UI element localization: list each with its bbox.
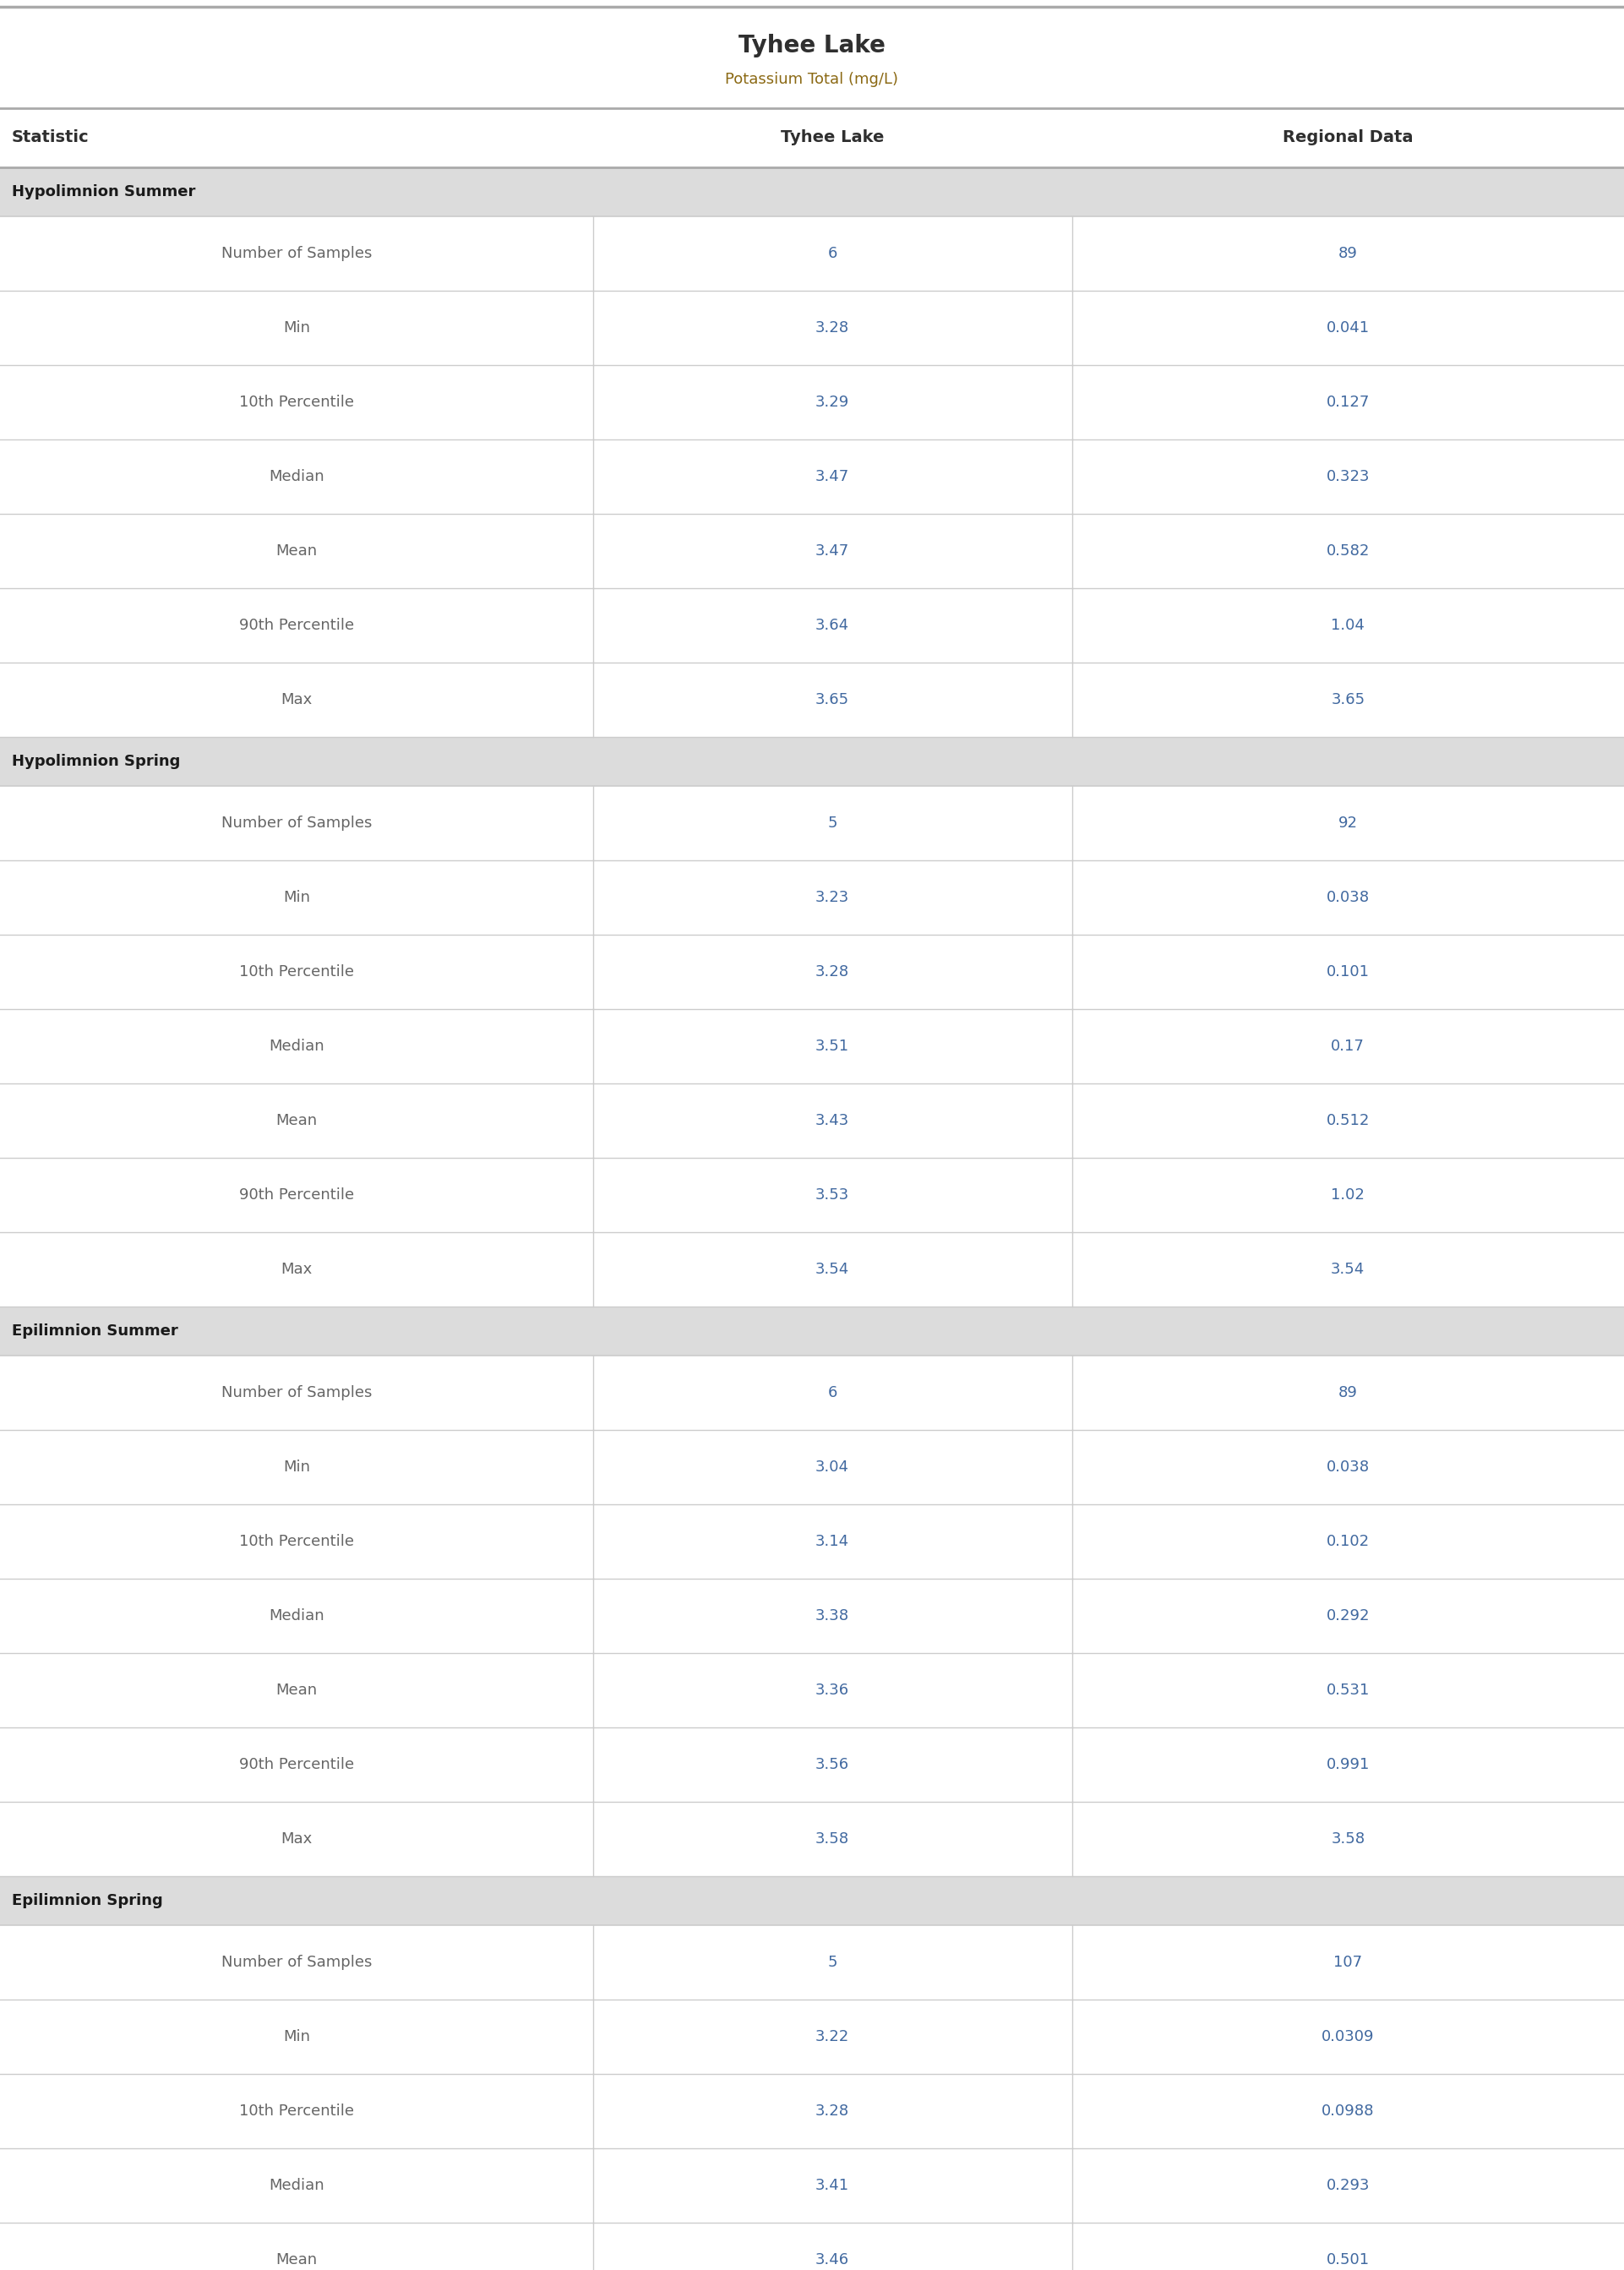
Text: 10th Percentile: 10th Percentile <box>239 965 354 978</box>
Text: 3.43: 3.43 <box>815 1112 849 1128</box>
Text: Statistic: Statistic <box>11 129 89 145</box>
Text: 3.47: 3.47 <box>815 543 849 558</box>
Text: 0.038: 0.038 <box>1327 890 1369 906</box>
Text: Number of Samples: Number of Samples <box>221 815 372 831</box>
Text: 3.53: 3.53 <box>815 1187 849 1203</box>
Text: Number of Samples: Number of Samples <box>221 1385 372 1401</box>
Text: Tyhee Lake: Tyhee Lake <box>739 34 885 57</box>
Text: 0.038: 0.038 <box>1327 1460 1369 1476</box>
Text: 0.041: 0.041 <box>1327 320 1369 336</box>
Text: Mean: Mean <box>276 1682 317 1698</box>
Text: 3.65: 3.65 <box>1332 692 1364 708</box>
Text: Hypolimnion Summer: Hypolimnion Summer <box>11 184 195 200</box>
Text: 1.02: 1.02 <box>1332 1187 1364 1203</box>
Text: 3.38: 3.38 <box>815 1607 849 1623</box>
Text: Epilimnion Spring: Epilimnion Spring <box>11 1893 162 1909</box>
Text: Min: Min <box>283 2029 310 2045</box>
Text: 3.41: 3.41 <box>815 2177 849 2193</box>
Bar <box>0 1877 1624 1925</box>
Text: 90th Percentile: 90th Percentile <box>239 1187 354 1203</box>
Text: 0.101: 0.101 <box>1327 965 1369 978</box>
Text: 0.0988: 0.0988 <box>1322 2104 1374 2118</box>
Text: 89: 89 <box>1338 245 1358 261</box>
Text: 3.58: 3.58 <box>1332 1832 1364 1846</box>
Text: Hypolimnion Spring: Hypolimnion Spring <box>11 754 180 770</box>
Text: Min: Min <box>283 320 310 336</box>
Text: 0.293: 0.293 <box>1327 2177 1369 2193</box>
Text: 3.58: 3.58 <box>815 1832 849 1846</box>
Text: Median: Median <box>268 470 325 484</box>
Text: 3.65: 3.65 <box>815 692 849 708</box>
Text: 0.531: 0.531 <box>1327 1682 1369 1698</box>
Text: 3.36: 3.36 <box>815 1682 849 1698</box>
Text: 0.501: 0.501 <box>1327 2252 1369 2268</box>
Text: Potassium Total (mg/L): Potassium Total (mg/L) <box>726 73 898 86</box>
Text: 3.56: 3.56 <box>815 1757 849 1773</box>
Text: 0.0309: 0.0309 <box>1322 2029 1374 2045</box>
Bar <box>0 1308 1624 1355</box>
Text: 3.64: 3.64 <box>815 617 849 633</box>
Text: 3.47: 3.47 <box>815 470 849 484</box>
Bar <box>0 168 1624 216</box>
Text: 3.28: 3.28 <box>815 965 849 978</box>
Text: 5: 5 <box>828 1954 836 1970</box>
Text: 3.22: 3.22 <box>815 2029 849 2045</box>
Text: Mean: Mean <box>276 1112 317 1128</box>
Text: Mean: Mean <box>276 2252 317 2268</box>
Text: 0.323: 0.323 <box>1327 470 1369 484</box>
Bar <box>0 738 1624 785</box>
Text: 3.23: 3.23 <box>815 890 849 906</box>
Text: 89: 89 <box>1338 1385 1358 1401</box>
Text: 0.102: 0.102 <box>1327 1535 1369 1548</box>
Text: Tyhee Lake: Tyhee Lake <box>781 129 883 145</box>
Text: Max: Max <box>281 1832 312 1846</box>
Text: 0.17: 0.17 <box>1332 1040 1364 1053</box>
Text: 0.582: 0.582 <box>1327 543 1369 558</box>
Text: Regional Data: Regional Data <box>1283 129 1413 145</box>
Text: Mean: Mean <box>276 543 317 558</box>
Text: 1.04: 1.04 <box>1332 617 1364 633</box>
Text: 3.14: 3.14 <box>815 1535 849 1548</box>
Text: 90th Percentile: 90th Percentile <box>239 617 354 633</box>
Text: Max: Max <box>281 1262 312 1278</box>
Text: 107: 107 <box>1333 1954 1363 1970</box>
Text: 3.28: 3.28 <box>815 320 849 336</box>
Text: 10th Percentile: 10th Percentile <box>239 2104 354 2118</box>
Text: Median: Median <box>268 1607 325 1623</box>
Text: Median: Median <box>268 1040 325 1053</box>
Text: Min: Min <box>283 1460 310 1476</box>
Text: Number of Samples: Number of Samples <box>221 245 372 261</box>
Text: Min: Min <box>283 890 310 906</box>
Text: 10th Percentile: 10th Percentile <box>239 1535 354 1548</box>
Text: 5: 5 <box>828 815 836 831</box>
Text: 3.54: 3.54 <box>1332 1262 1364 1278</box>
Text: 3.54: 3.54 <box>815 1262 849 1278</box>
Text: 3.46: 3.46 <box>815 2252 849 2268</box>
Text: 6: 6 <box>828 245 836 261</box>
Text: Median: Median <box>268 2177 325 2193</box>
Text: 0.991: 0.991 <box>1327 1757 1369 1773</box>
Text: Max: Max <box>281 692 312 708</box>
Text: 3.28: 3.28 <box>815 2104 849 2118</box>
Text: 10th Percentile: 10th Percentile <box>239 395 354 411</box>
Text: 6: 6 <box>828 1385 836 1401</box>
Text: 0.512: 0.512 <box>1327 1112 1369 1128</box>
Text: 0.127: 0.127 <box>1327 395 1369 411</box>
Text: Number of Samples: Number of Samples <box>221 1954 372 1970</box>
Text: 0.292: 0.292 <box>1327 1607 1369 1623</box>
Text: 3.51: 3.51 <box>815 1040 849 1053</box>
Text: 90th Percentile: 90th Percentile <box>239 1757 354 1773</box>
Text: 3.04: 3.04 <box>815 1460 849 1476</box>
Text: Epilimnion Summer: Epilimnion Summer <box>11 1323 179 1339</box>
Text: 92: 92 <box>1338 815 1358 831</box>
Text: 3.29: 3.29 <box>815 395 849 411</box>
